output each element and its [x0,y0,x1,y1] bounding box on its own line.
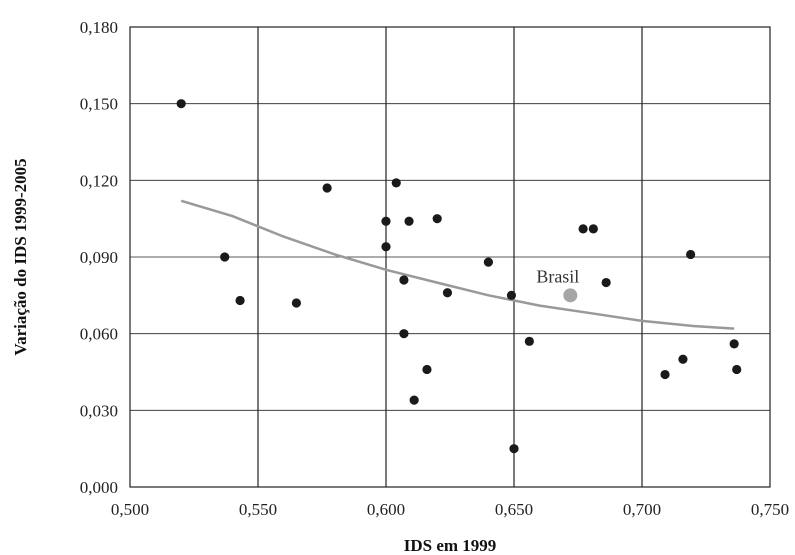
data-point [422,364,432,375]
x-tick-labels: 0,500 0,550 0,600 0,650 0,700 0,750 [111,500,789,519]
y-tick-label: 0,030 [80,401,118,420]
brasil-point [563,288,578,303]
data-point [176,99,186,109]
data-point [381,242,391,252]
y-tick-label: 0,000 [80,478,118,497]
data-points [176,99,742,454]
data-point [509,444,519,454]
data-point [322,183,332,193]
data-point [432,214,442,224]
data-point [399,329,409,339]
trend-line [180,199,735,330]
x-tick-label: 0,550 [239,500,277,519]
x-axis-title: IDS em 1999 [404,536,497,555]
data-point [601,277,611,288]
y-tick-label: 0,180 [80,18,118,37]
data-point [399,275,409,285]
x-tick-label: 0,500 [111,500,149,519]
data-point [588,224,598,234]
y-axis-title: Variação do IDS 1999-2005 [11,158,30,355]
data-point [686,249,696,260]
x-tick-label: 0,700 [623,500,661,519]
x-tick-label: 0,750 [751,500,789,519]
data-point [732,364,742,375]
y-tick-labels: 0,000 0,030 0,060 0,090 0,120 0,150 0,180 [80,18,118,497]
data-point [506,290,517,300]
x-tick-label: 0,650 [495,500,533,519]
data-point [404,216,414,226]
y-tick-label: 0,090 [80,248,118,267]
data-point [578,224,588,234]
data-point [409,395,419,405]
data-point [391,178,401,188]
data-point [483,257,493,267]
data-point [291,298,301,308]
plot-frame [129,26,771,488]
data-point [660,369,670,380]
y-tick-label: 0,060 [80,325,118,344]
brasil-label: Brasil [536,266,579,286]
data-point [235,295,245,306]
data-point [220,252,230,262]
data-point [381,216,391,226]
grid [129,26,771,488]
y-tick-label: 0,150 [80,95,118,114]
y-tick-label: 0,120 [80,171,118,190]
x-tick-label: 0,600 [367,500,405,519]
data-point [678,354,688,364]
data-point [524,336,534,346]
data-point [729,339,739,349]
data-point [442,288,453,298]
